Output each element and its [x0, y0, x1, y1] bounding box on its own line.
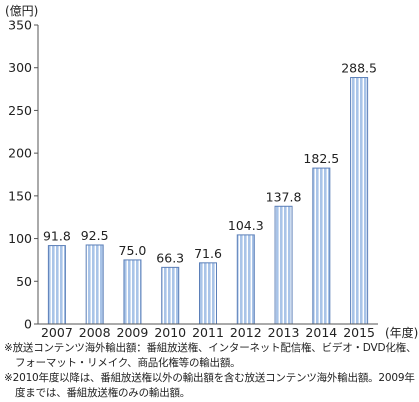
x-tick-label-2008: 2008: [79, 325, 111, 340]
footnote-2-text: 2010年度以降は、番組放送権以外の輸出額を含む放送コンテンツ海外輸出額。200…: [12, 372, 415, 399]
bar-2012: [236, 234, 255, 325]
y-tick-label-0: 0: [24, 317, 32, 332]
bar-chart: (億円) 0 50 100 150 200 250 300 350 91.8 92.5 75.0 6…: [5, 4, 418, 340]
bar-2015: [350, 77, 369, 325]
x-tick-label-2011: 2011: [192, 325, 224, 340]
bar-2010: [161, 266, 180, 325]
bar-2007: [47, 245, 66, 325]
footnote-2: ※2010年度以降は、番組放送権以外の輸出額を含む放送コンテンツ海外輸出額。20…: [4, 371, 417, 401]
value-label-2008: 92.5: [81, 228, 109, 243]
value-label-2010: 66.3: [156, 250, 184, 265]
x-tick-label-2013: 2013: [268, 325, 300, 340]
x-tick-label-2007: 2007: [41, 325, 73, 340]
y-tick-label-150: 150: [8, 188, 32, 203]
footnote-1: ※放送コンテンツ海外輸出額：番組放送権、インターネット配信権、ビデオ・DVD化権…: [4, 341, 417, 371]
x-tick-label-2015: 2015: [343, 325, 375, 340]
footnote-2-mark: ※: [4, 372, 13, 384]
footnote-1-mark: ※: [4, 342, 13, 354]
bar-2014: [312, 167, 331, 325]
value-label-2012: 104.3: [228, 218, 264, 233]
y-tick-label-250: 250: [8, 103, 32, 118]
y-axis-unit-label: (億円): [5, 4, 38, 18]
x-tick-label-2014: 2014: [305, 325, 337, 340]
value-label-2015: 288.5: [341, 61, 377, 76]
y-tick-label-200: 200: [8, 146, 32, 161]
y-axis: 0 50 100 150 200 250 300 350: [8, 18, 39, 332]
bar-2009: [123, 259, 142, 325]
bar-2011: [199, 262, 217, 325]
x-tick-label-2010: 2010: [154, 325, 186, 340]
y-tick-label-50: 50: [16, 274, 32, 289]
value-label-2009: 75.0: [119, 243, 147, 258]
x-axis: 2007 2008 2009 2010 2011 2012 2013 2014 2015: [38, 323, 378, 340]
x-axis-unit-label: (年度): [385, 325, 418, 340]
value-label-2014: 182.5: [303, 151, 339, 166]
value-label-2007: 91.8: [43, 229, 71, 244]
bar-2008: [85, 244, 104, 325]
footnotes: ※放送コンテンツ海外輸出額：番組放送権、インターネット配信権、ビデオ・DVD化権…: [4, 341, 417, 401]
value-label-2011: 71.6: [194, 246, 222, 261]
y-tick-label-300: 300: [8, 60, 32, 75]
value-label-2013: 137.8: [266, 189, 302, 204]
y-tick-label-100: 100: [8, 231, 32, 246]
bar-2013: [274, 205, 293, 325]
y-tick-label-350: 350: [8, 18, 32, 33]
x-tick-label-2012: 2012: [230, 325, 262, 340]
footnote-1-text: 放送コンテンツ海外輸出額：番組放送権、インターネット配信権、ビデオ・DVD化権、…: [12, 342, 417, 369]
x-tick-label-2009: 2009: [117, 325, 149, 340]
